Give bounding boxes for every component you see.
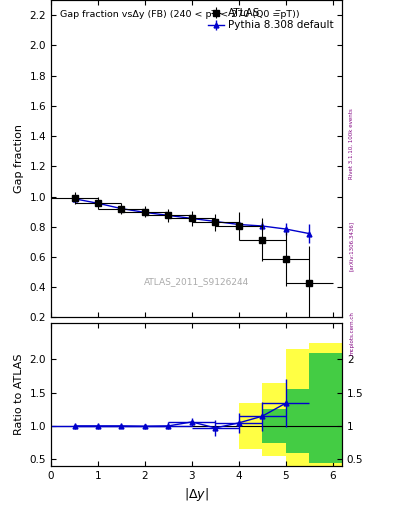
Legend: ATLAS, Pythia 8.308 default: ATLAS, Pythia 8.308 default	[205, 5, 337, 34]
Y-axis label: Ratio to ATLAS: Ratio to ATLAS	[14, 353, 24, 435]
Y-axis label: Gap fraction: Gap fraction	[14, 124, 24, 193]
Bar	[286, 389, 309, 453]
Bar	[309, 353, 342, 462]
Text: [arXiv:1306.3436]: [arXiv:1306.3436]	[349, 221, 354, 271]
X-axis label: $|\Delta y|$: $|\Delta y|$	[184, 486, 209, 503]
Bar	[262, 409, 286, 442]
Text: ATLAS_2011_S9126244: ATLAS_2011_S9126244	[144, 276, 249, 286]
Bar	[286, 349, 309, 466]
Bar	[309, 343, 342, 473]
Bar	[262, 382, 286, 456]
Text: mcplots.cern.ch: mcplots.cern.ch	[349, 311, 354, 355]
Bar	[239, 402, 262, 449]
Text: Rivet 3.1.10, 100k events: Rivet 3.1.10, 100k events	[349, 108, 354, 179]
Text: Gap fraction vsΔy (FB) (240 < pT < 270 (Q0 =̅pT)): Gap fraction vsΔy (FB) (240 < pT < 270 (…	[60, 10, 299, 18]
